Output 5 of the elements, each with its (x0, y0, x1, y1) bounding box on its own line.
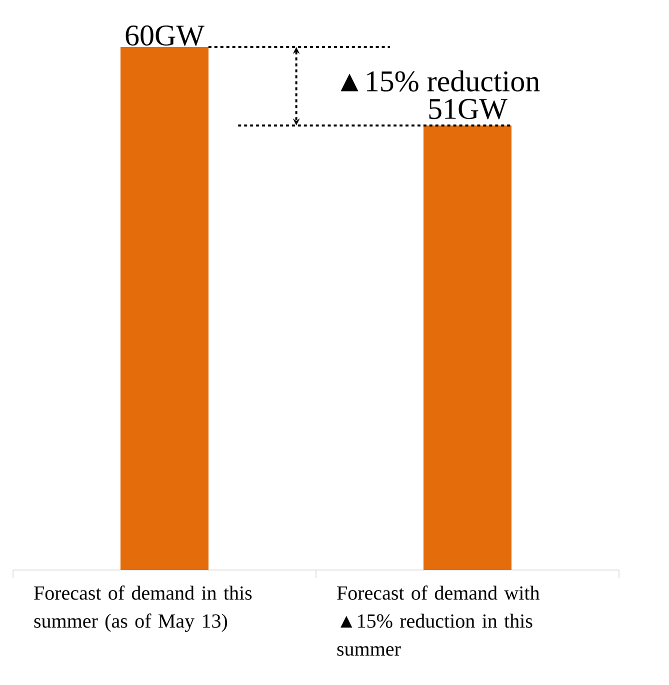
x-tick-label: Forecast of demand with ▲15% reduction in this summer (337, 586, 540, 656)
x-tick-label: Forecast of demand in this summer (as of May 13) (34, 586, 252, 632)
data-label: 60GW (126, 25, 204, 46)
data-label: 51GW (429, 98, 508, 120)
annotation: ▲15% reduction (340, 70, 540, 92)
